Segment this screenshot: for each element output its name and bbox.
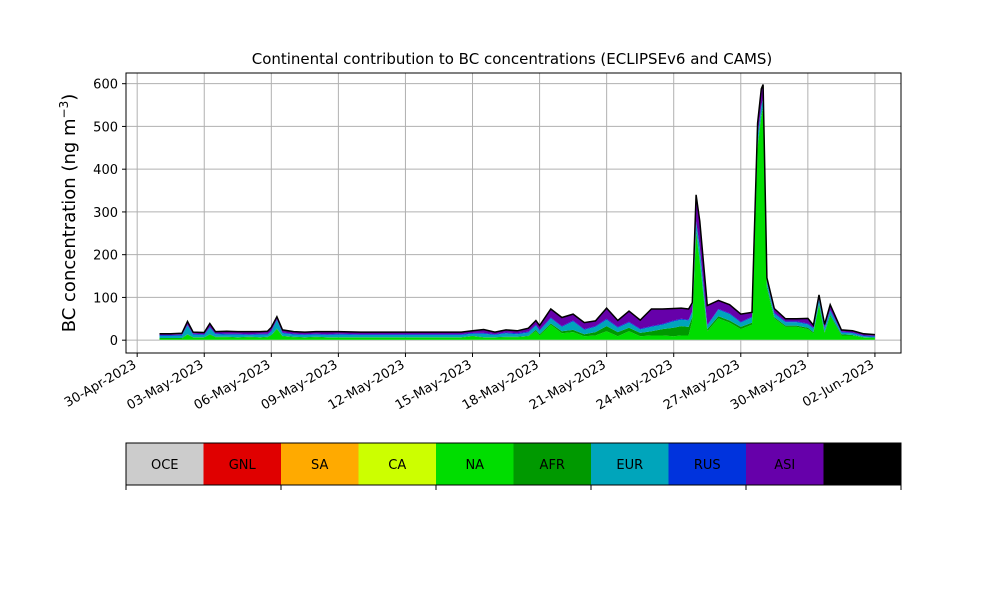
colorbar-swatch-ca: [358, 443, 436, 485]
colorbar-label-eur: EUR: [616, 458, 643, 473]
colorbar-label-afr: AFR: [540, 458, 565, 473]
plot-frame: [125, 72, 902, 354]
colorbar-swatch-aus: [823, 443, 901, 485]
x-tick-label: 30-May-2023: [728, 357, 810, 413]
colorbar-swatch-oce: [126, 443, 204, 485]
colorbar-label-gnl: GNL: [229, 458, 257, 473]
total-concentration-line: [159, 84, 875, 336]
colorbar-swatch-na: [436, 443, 514, 485]
gridlines: [126, 73, 901, 353]
colorbar-swatch-sa: [281, 443, 359, 485]
y-tick-label: 100: [93, 291, 118, 306]
colorbar-label-ca: CA: [388, 458, 406, 473]
colorbar-swatch-asi: [746, 443, 824, 485]
y-axis-label-close: ): [59, 94, 80, 101]
stacked-areas: [159, 84, 875, 341]
y-tick-label: 0: [110, 334, 118, 349]
colorbar-swatch-rus: [668, 443, 746, 485]
colorbar-frame: [125, 442, 902, 486]
area-oce: [159, 339, 875, 341]
continent-colorbar: OCE GNL SA CA NA AFR EUR RUS ASI AUS: [125, 442, 902, 490]
colorbar-label-sa: SA: [311, 458, 328, 473]
colorbar-swatch-eur: [591, 443, 669, 485]
y-axis-label: BC concentration (ng m−3): [57, 94, 80, 333]
y-tick-label: 300: [93, 206, 118, 221]
y-axis-label-main: BC concentration (ng m: [59, 118, 80, 332]
y-axis-ticks: 0 100 200 300 400 500 600: [93, 78, 126, 349]
colorbar-label-na: NA: [465, 458, 484, 473]
colorbar-label-aus: AUS: [849, 458, 876, 473]
y-tick-label: 400: [93, 163, 118, 178]
chart-title: Continental contribution to BC concentra…: [252, 50, 773, 68]
colorbar-label-oce: OCE: [151, 458, 179, 473]
colorbar-swatch-gnl: [203, 443, 281, 485]
x-axis-ticks: 30-Apr-202303-May-202306-May-202309-May-…: [62, 353, 877, 413]
colorbar-label-asi: ASI: [774, 458, 795, 473]
colorbar-label-rus: RUS: [694, 458, 721, 473]
area-na: [159, 108, 875, 340]
y-tick-label: 600: [93, 78, 118, 93]
y-tick-label: 500: [93, 120, 118, 135]
y-axis-label-exponent: −3: [57, 101, 71, 119]
colorbar-swatch-afr: [513, 443, 591, 485]
y-tick-label: 200: [93, 249, 118, 264]
x-tick-label: 02-Jun-2023: [800, 357, 877, 410]
